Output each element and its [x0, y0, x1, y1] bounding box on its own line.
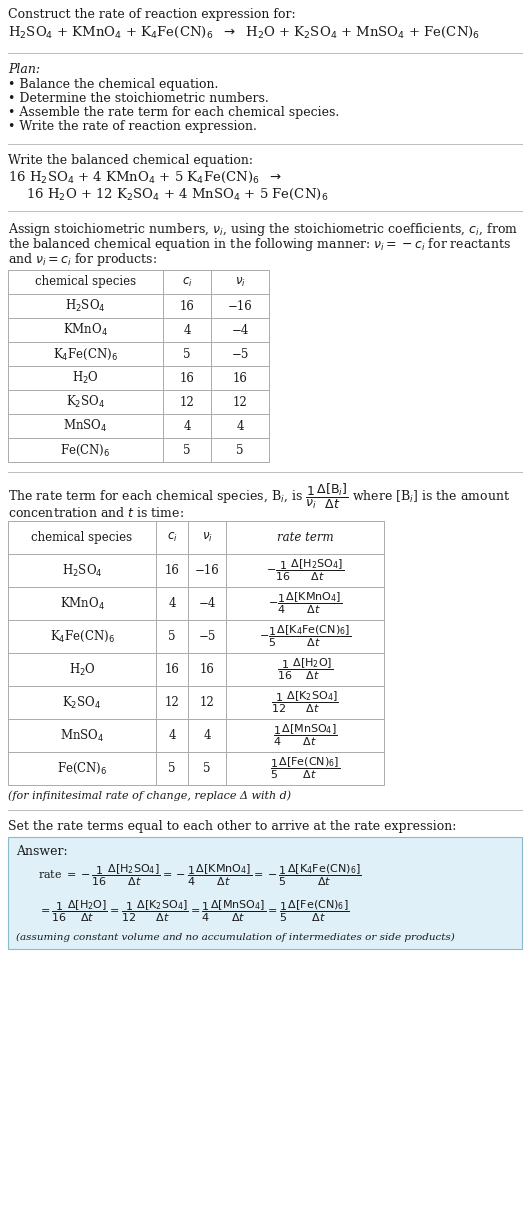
- Text: 4: 4: [203, 729, 211, 742]
- Text: rate $= -\dfrac{1}{16}\dfrac{\Delta[\mathrm{H_2SO_4}]}{\Delta t} = -\dfrac{1}{4}: rate $= -\dfrac{1}{16}\dfrac{\Delta[\mat…: [38, 862, 361, 888]
- Text: 5: 5: [183, 444, 191, 457]
- Text: H$_2$SO$_4$ + KMnO$_4$ + K$_4$Fe(CN)$_6$  $\rightarrow$  H$_2$O + K$_2$SO$_4$ + : H$_2$SO$_4$ + KMnO$_4$ + K$_4$Fe(CN)$_6$…: [8, 25, 480, 41]
- Bar: [8, 521, 384, 785]
- Text: and $\nu_i = c_i$ for products:: and $\nu_i = c_i$ for products:: [8, 251, 157, 269]
- Text: 16: 16: [180, 299, 195, 313]
- Text: −5: −5: [231, 347, 249, 361]
- Text: (for infinitesimal rate of change, replace Δ with d): (for infinitesimal rate of change, repla…: [8, 790, 291, 801]
- Text: H$_2$O: H$_2$O: [68, 662, 95, 678]
- Text: Write the balanced chemical equation:: Write the balanced chemical equation:: [8, 154, 253, 168]
- Text: MnSO$_4$: MnSO$_4$: [60, 727, 104, 744]
- Text: 12: 12: [180, 395, 195, 409]
- Text: Fe(CN)$_6$: Fe(CN)$_6$: [60, 442, 111, 457]
- Text: • Determine the stoichiometric numbers.: • Determine the stoichiometric numbers.: [8, 92, 269, 105]
- Text: 16: 16: [233, 372, 248, 384]
- Text: −16: −16: [195, 564, 219, 577]
- Text: the balanced chemical equation in the following manner: $\nu_i = -c_i$ for react: the balanced chemical equation in the fo…: [8, 237, 511, 253]
- Text: • Balance the chemical equation.: • Balance the chemical equation.: [8, 78, 218, 91]
- Text: $-\dfrac{1}{16}\dfrac{\Delta[\mathrm{H_2SO_4}]}{\Delta t}$: $-\dfrac{1}{16}\dfrac{\Delta[\mathrm{H_2…: [266, 558, 344, 583]
- Text: K$_4$Fe(CN)$_6$: K$_4$Fe(CN)$_6$: [49, 628, 114, 644]
- Text: rate term: rate term: [277, 531, 333, 545]
- Text: • Write the rate of reaction expression.: • Write the rate of reaction expression.: [8, 120, 257, 133]
- Text: 12: 12: [233, 395, 248, 409]
- Text: KMnO$_4$: KMnO$_4$: [59, 595, 104, 611]
- Text: 12: 12: [165, 696, 179, 708]
- Text: Assign stoichiometric numbers, $\nu_i$, using the stoichiometric coefficients, $: Assign stoichiometric numbers, $\nu_i$, …: [8, 221, 518, 238]
- Text: 5: 5: [183, 347, 191, 361]
- Text: 5: 5: [203, 763, 211, 775]
- Text: $= \dfrac{1}{16}\dfrac{\Delta[\mathrm{H_2O}]}{\Delta t} = \dfrac{1}{12}\dfrac{\D: $= \dfrac{1}{16}\dfrac{\Delta[\mathrm{H_…: [38, 899, 349, 924]
- Text: $\dfrac{1}{16}\dfrac{\Delta[\mathrm{H_2O}]}{\Delta t}$: $\dfrac{1}{16}\dfrac{\Delta[\mathrm{H_2O…: [277, 657, 333, 683]
- Text: 5: 5: [236, 444, 244, 457]
- Bar: [8, 837, 522, 949]
- Text: 12: 12: [200, 696, 214, 708]
- Text: concentration and $t$ is time:: concentration and $t$ is time:: [8, 506, 184, 520]
- Text: (assuming constant volume and no accumulation of intermediates or side products): (assuming constant volume and no accumul…: [16, 933, 455, 942]
- Text: The rate term for each chemical species, B$_i$, is $\dfrac{1}{\nu_i}\dfrac{\Delt: The rate term for each chemical species,…: [8, 482, 510, 511]
- Text: chemical species: chemical species: [35, 276, 136, 288]
- Text: 4: 4: [183, 420, 191, 432]
- Text: K$_2$SO$_4$: K$_2$SO$_4$: [63, 695, 102, 711]
- Text: H$_2$O: H$_2$O: [72, 370, 99, 386]
- Text: $\nu_i$: $\nu_i$: [201, 531, 213, 545]
- Text: H$_2$SO$_4$: H$_2$SO$_4$: [65, 298, 106, 314]
- Text: $\dfrac{1}{12}\dfrac{\Delta[\mathrm{K_2SO_4}]}{\Delta t}$: $\dfrac{1}{12}\dfrac{\Delta[\mathrm{K_2S…: [271, 690, 339, 716]
- Text: KMnO$_4$: KMnO$_4$: [63, 322, 108, 338]
- Text: MnSO$_4$: MnSO$_4$: [64, 418, 108, 434]
- Text: 16: 16: [164, 564, 180, 577]
- Text: Construct the rate of reaction expression for:: Construct the rate of reaction expressio…: [8, 7, 296, 21]
- Text: 4: 4: [168, 729, 176, 742]
- Text: K$_2$SO$_4$: K$_2$SO$_4$: [66, 394, 105, 410]
- Text: 5: 5: [168, 630, 176, 643]
- Text: $\dfrac{1}{4}\dfrac{\Delta[\mathrm{MnSO_4}]}{\Delta t}$: $\dfrac{1}{4}\dfrac{\Delta[\mathrm{MnSO_…: [273, 723, 337, 748]
- Text: 16: 16: [164, 663, 180, 676]
- Text: 5: 5: [168, 763, 176, 775]
- Text: 4: 4: [183, 324, 191, 336]
- Text: Fe(CN)$_6$: Fe(CN)$_6$: [57, 761, 107, 776]
- Text: $c_i$: $c_i$: [182, 276, 192, 288]
- Text: $c_i$: $c_i$: [166, 531, 178, 545]
- Text: H$_2$SO$_4$: H$_2$SO$_4$: [61, 563, 102, 579]
- Text: 16 H$_2$SO$_4$ + 4 KMnO$_4$ + 5 K$_4$Fe(CN)$_6$  $\rightarrow$: 16 H$_2$SO$_4$ + 4 KMnO$_4$ + 5 K$_4$Fe(…: [8, 170, 282, 185]
- Text: −4: −4: [198, 598, 216, 610]
- Text: Set the rate terms equal to each other to arrive at the rate expression:: Set the rate terms equal to each other t…: [8, 821, 456, 833]
- Text: −16: −16: [227, 299, 252, 313]
- Text: chemical species: chemical species: [31, 531, 132, 545]
- Text: −5: −5: [198, 630, 216, 643]
- Text: $-\dfrac{1}{5}\dfrac{\Delta[\mathrm{K_4Fe(CN)_6}]}{\Delta t}$: $-\dfrac{1}{5}\dfrac{\Delta[\mathrm{K_4F…: [259, 623, 351, 649]
- Text: 16: 16: [200, 663, 215, 676]
- Text: 4: 4: [168, 598, 176, 610]
- Text: • Assemble the rate term for each chemical species.: • Assemble the rate term for each chemic…: [8, 106, 339, 120]
- Text: 4: 4: [236, 420, 244, 432]
- Text: Answer:: Answer:: [16, 845, 68, 857]
- Text: $\dfrac{1}{5}\dfrac{\Delta[\mathrm{Fe(CN)_6}]}{\Delta t}$: $\dfrac{1}{5}\dfrac{\Delta[\mathrm{Fe(CN…: [270, 755, 340, 781]
- Text: −4: −4: [231, 324, 249, 336]
- Text: K$_4$Fe(CN)$_6$: K$_4$Fe(CN)$_6$: [53, 346, 118, 362]
- Text: $-\dfrac{1}{4}\dfrac{\Delta[\mathrm{KMnO_4}]}{\Delta t}$: $-\dfrac{1}{4}\dfrac{\Delta[\mathrm{KMnO…: [268, 591, 342, 616]
- Text: 16: 16: [180, 372, 195, 384]
- Bar: [8, 270, 269, 462]
- Text: 16 H$_2$O + 12 K$_2$SO$_4$ + 4 MnSO$_4$ + 5 Fe(CN)$_6$: 16 H$_2$O + 12 K$_2$SO$_4$ + 4 MnSO$_4$ …: [26, 187, 328, 202]
- Text: Plan:: Plan:: [8, 63, 40, 76]
- Text: $\nu_i$: $\nu_i$: [235, 276, 245, 288]
